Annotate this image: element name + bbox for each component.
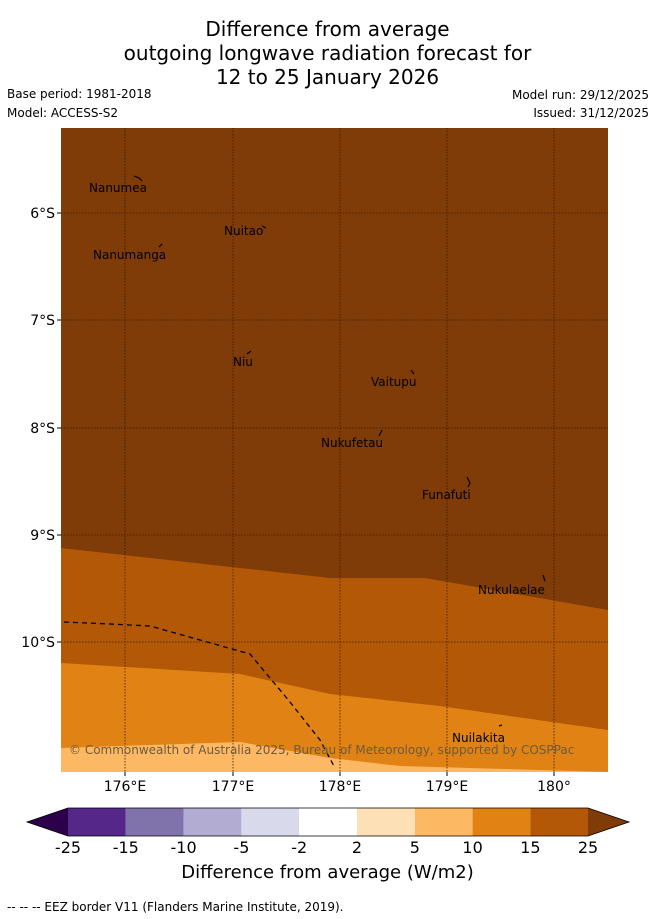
- colorbar-segment-2: [125, 808, 184, 836]
- lon-tick-178: 178°E: [319, 779, 362, 795]
- base-period: Base period: 1981-2018: [7, 87, 152, 101]
- lon-tick-177: 177°E: [212, 779, 255, 795]
- lat-tick-10: 10°S: [21, 635, 55, 651]
- island-nuitao-shape: [261, 225, 267, 229]
- colorbar-extend-min: [27, 808, 68, 836]
- place-label-vaitupu: Vaitupu: [371, 375, 417, 389]
- lon-tick-180: 180°: [537, 779, 571, 795]
- colorbar-label-5: -2: [291, 838, 307, 857]
- island-nanumanga-shape: [158, 243, 163, 248]
- colorbar-label-4: -5: [233, 838, 249, 857]
- lat-tick-6: 6°S: [30, 206, 55, 222]
- colorbar-segment-1: [68, 808, 126, 836]
- lat-tick-7: 7°S: [30, 313, 55, 329]
- anomaly-field: [61, 128, 608, 772]
- colorbar-label-3: -10: [171, 838, 197, 857]
- island-niu-shape: [246, 350, 252, 355]
- island-funafuti-shape: [466, 476, 471, 488]
- band-2-5: [61, 742, 608, 772]
- issued-date: Issued: 31/12/2025: [533, 106, 649, 120]
- colorbar-label-7: 5: [410, 838, 420, 857]
- colorbar-label-1: -25: [55, 838, 81, 857]
- colorbar-extend-max: [588, 808, 629, 836]
- colorbar-segment-5: [299, 808, 357, 836]
- title-line-3: 12 to 25 January 2026: [215, 65, 440, 89]
- lat-tick-9: 9°S: [30, 528, 55, 544]
- island-nukulaelae-shape: [542, 574, 546, 582]
- colorbar-segment-8: [472, 808, 531, 836]
- colorbar-label-10: 25: [578, 838, 598, 857]
- copyright-notice: © Commonwealth of Australia 2025, Bureau…: [69, 743, 574, 757]
- latitude-ticks: 6°S 7°S 8°S 9°S 10°S: [21, 206, 61, 651]
- place-label-niu: Niu: [233, 355, 253, 369]
- model-run: Model run: 29/12/2025: [511, 88, 649, 102]
- colorbar-label-8: 10: [462, 838, 482, 857]
- place-label-funafuti: Funafuti: [422, 488, 471, 502]
- colorbar: -25 -15 -10 -5 -2 2 5 10 15 25: [25, 807, 631, 857]
- place-label-nanumea: Nanumea: [89, 181, 147, 195]
- colorbar-label-6: 2: [352, 838, 362, 857]
- model-name: Model: ACCESS-S2: [7, 106, 119, 120]
- colorbar-title: Difference from average (W/m2): [181, 862, 474, 883]
- forecast-map: Nanumea Nuitao Nanumanga Niu Vaitupu Nuk…: [21, 128, 631, 857]
- place-label-nukulaelae: Nukulaelae: [478, 583, 545, 597]
- place-label-nukufetau: Nukufetau: [321, 436, 383, 450]
- place-label-nuitao: Nuitao: [224, 224, 263, 238]
- graticule: [61, 128, 608, 772]
- eez-footnote: -- -- -- EEZ border V11 (Flanders Marine…: [7, 900, 344, 914]
- lon-tick-179: 179°E: [426, 779, 469, 795]
- longitude-ticks: 176°E 177°E 178°E 179°E 180°: [104, 772, 571, 795]
- place-label-nuilakita: Nuilakita: [452, 731, 505, 745]
- colorbar-segment-9: [530, 808, 588, 836]
- eez-border-line: [63, 621, 336, 769]
- title-line-1: Difference from average: [205, 17, 450, 41]
- island-nanumea-shape: [133, 175, 143, 182]
- island-vaitupu-shape: [410, 369, 415, 375]
- lat-tick-8: 8°S: [30, 421, 55, 437]
- colorbar-label-2: -15: [113, 838, 139, 857]
- colorbar-segment-4: [241, 808, 300, 836]
- colorbar-label-9: 15: [520, 838, 540, 857]
- colorbar-segment-7: [414, 808, 473, 836]
- lon-tick-176: 176°E: [104, 779, 147, 795]
- colorbar-outline: [25, 807, 631, 837]
- island-nukufetau-shape: [378, 429, 383, 437]
- colorbar-segment-3: [183, 808, 242, 836]
- place-label-nanumanga: Nanumanga: [93, 248, 166, 262]
- island-outlines: [133, 175, 546, 727]
- title-line-2: outgoing longwave radiation forecast for: [123, 41, 532, 65]
- colorbar-segment-6: [357, 808, 415, 836]
- island-nuilakita-shape: [498, 724, 503, 727]
